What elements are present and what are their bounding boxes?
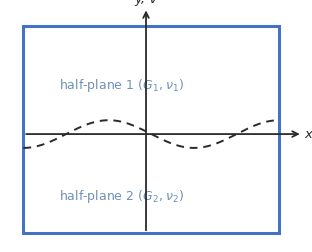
Bar	[23, 26, 279, 233]
Text: y, v: y, v	[134, 0, 158, 6]
Text: half-plane 2 ($G_2$, $\nu_2$): half-plane 2 ($G_2$, $\nu_2$)	[59, 188, 185, 205]
Text: half-plane 1 ($G_1$, $\nu_1$): half-plane 1 ($G_1$, $\nu_1$)	[59, 77, 185, 94]
Text: x, u: x, u	[304, 128, 312, 141]
